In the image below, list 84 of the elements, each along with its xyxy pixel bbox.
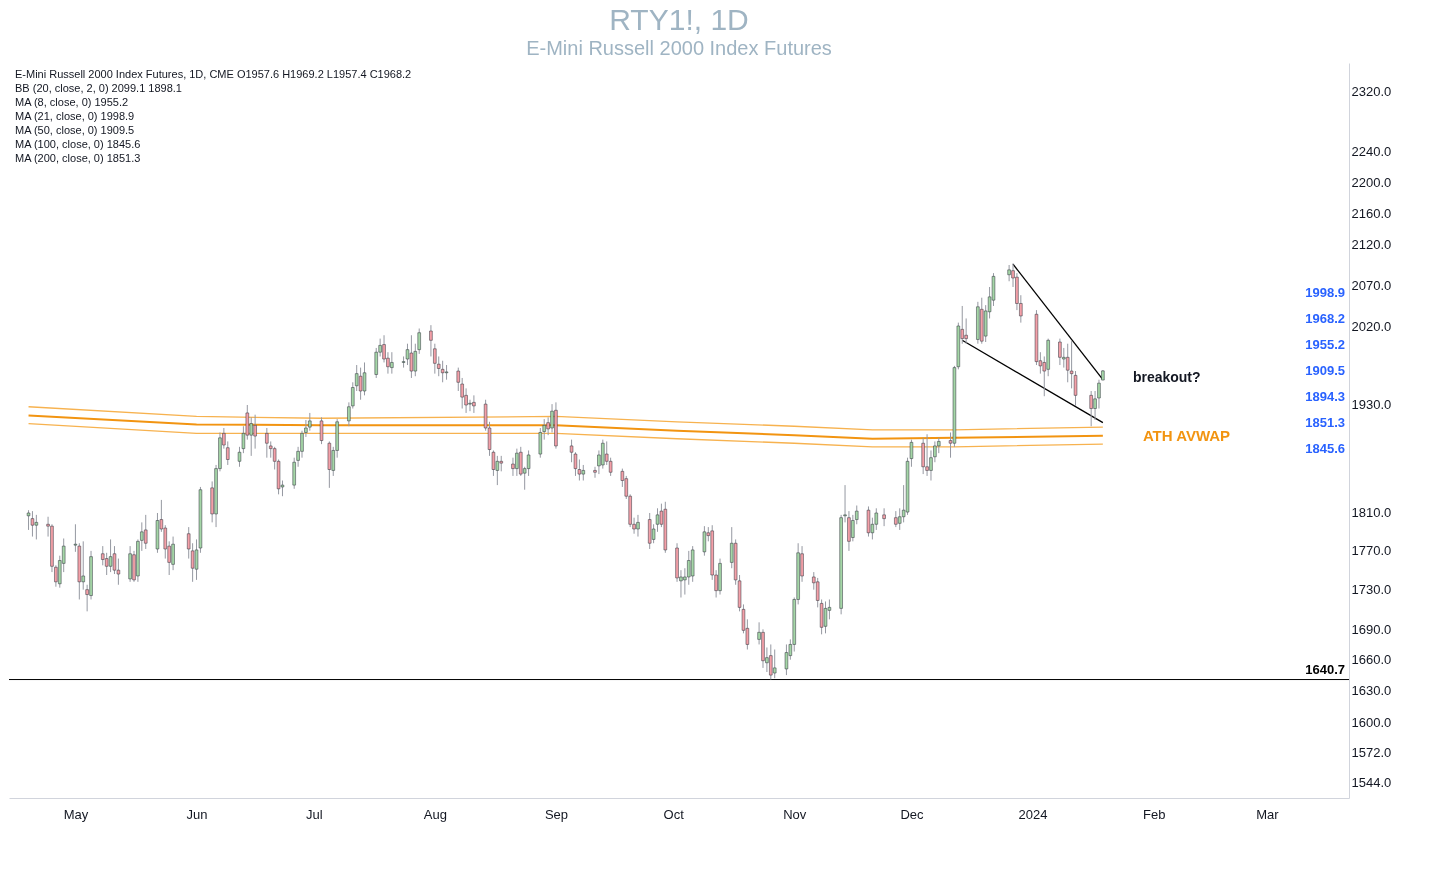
- annotation: BB (20, close, 2, 0) 2099.1 1898.1: [15, 82, 182, 94]
- y-tick-label: 2200.0: [1351, 174, 1392, 190]
- candlestick: [362, 361, 367, 396]
- x-tick-label: Oct: [663, 806, 685, 822]
- candlestick: [144, 514, 148, 550]
- y-tick-label: 1930.0: [1351, 396, 1392, 412]
- candlestick: [784, 643, 789, 676]
- annotation: 1845.6: [1305, 441, 1345, 456]
- candlestick: [440, 360, 445, 383]
- candlestick: [105, 552, 109, 576]
- y-tick-label: 1770.0: [1351, 543, 1392, 559]
- annotation: 1909.5: [1305, 363, 1345, 378]
- y-tick-label: 1630.0: [1351, 683, 1392, 699]
- candlestick: [608, 457, 613, 477]
- annotation: E-Mini Russell 2000 Index Futures, 1D, CME O1957.6 H1969.2 L1957.4 C1968.2: [15, 68, 412, 80]
- chart-subtitle: E-Mini Russell 2000 Index Futures: [526, 37, 832, 59]
- y-tick-label: 1730.0: [1351, 582, 1392, 598]
- annotation: 1955.2: [1305, 337, 1345, 352]
- y-tick-label: 1690.0: [1351, 621, 1392, 637]
- y-tick-label: 1810.0: [1351, 505, 1392, 521]
- candlestick: [538, 427, 542, 459]
- chart-title: RTY1!, 1D: [609, 3, 749, 36]
- x-tick-label: Mar: [1256, 806, 1280, 822]
- candlestick: [515, 448, 519, 477]
- ref-line-label: 1640.7: [1305, 661, 1345, 677]
- candlestick: [390, 351, 394, 375]
- candlestick: [773, 649, 777, 679]
- x-tick-label: Dec: [900, 806, 924, 822]
- x-tick-label: Jul: [305, 806, 323, 822]
- x-tick-label: May: [63, 806, 89, 822]
- y-tick-label: 1600.0: [1351, 714, 1392, 730]
- candlestick: [1058, 338, 1062, 366]
- y-tick-label: 2020.0: [1351, 319, 1392, 335]
- annotation: MA (200, close, 0) 1851.3: [15, 152, 141, 164]
- candlestick: [526, 449, 531, 477]
- candlestick: [636, 514, 640, 538]
- annotation: MA (100, close, 0) 1845.6: [15, 138, 141, 150]
- candlestick: [81, 540, 85, 591]
- line-series: [27, 422, 1104, 448]
- candlestick: [601, 439, 605, 470]
- y-tick-label: 2160.0: [1351, 205, 1392, 221]
- y-tick-label: 2240.0: [1351, 144, 1392, 159]
- y-tick-label: 1544.0: [1351, 775, 1392, 791]
- annotation: MA (50, close, 0) 1909.5: [15, 124, 135, 136]
- candlestick: [823, 600, 828, 634]
- y-tick-label: 2070.0: [1351, 277, 1392, 293]
- annotation: 1998.9: [1305, 285, 1345, 300]
- annotation: MA (21, close, 0) 1998.9: [15, 110, 135, 122]
- text: ATH AVWAP: [1142, 426, 1231, 444]
- x-tick-label: Nov: [783, 806, 807, 822]
- candlestick: [265, 427, 269, 459]
- candlestick: [108, 538, 113, 573]
- candlestick: [866, 505, 871, 538]
- y-tick-label: 1660.0: [1351, 652, 1392, 668]
- x-tick-label: Jun: [186, 806, 208, 822]
- annotation: 1894.3: [1305, 389, 1345, 404]
- candlestick: [925, 433, 929, 477]
- annotation: MA (8, close, 0) 1955.2: [15, 96, 129, 108]
- candlestick: [472, 394, 476, 414]
- candlestick: [1089, 390, 1093, 427]
- y-tick-label: 2320.0: [1351, 84, 1392, 100]
- candlestick: [882, 507, 886, 527]
- candlestick: [249, 416, 253, 457]
- x-tick-label: Feb: [1142, 806, 1166, 822]
- candlestick: [921, 437, 925, 475]
- candlestick: [468, 399, 472, 412]
- x-tick-label: Sep: [544, 806, 569, 822]
- candlestick: [30, 510, 35, 538]
- y-tick-label: 1572.0: [1351, 744, 1392, 760]
- candlestick: [409, 334, 414, 379]
- x-tick-label: 2024: [1018, 806, 1048, 822]
- annotation: 1968.2: [1305, 311, 1345, 326]
- annotation: breakout?: [1132, 368, 1201, 385]
- candlestick: [648, 512, 652, 550]
- candlestick: [319, 416, 324, 445]
- x-tick-label: Aug: [423, 806, 447, 822]
- candlestick: [511, 457, 515, 477]
- candlestick: [769, 643, 773, 681]
- candlestick: [964, 317, 968, 345]
- candlestick: [358, 367, 363, 401]
- candlestick: [34, 514, 38, 540]
- annotation: 1851.3: [1305, 415, 1345, 430]
- y-tick-label: 2120.0: [1351, 237, 1392, 253]
- candlestick: [171, 536, 175, 571]
